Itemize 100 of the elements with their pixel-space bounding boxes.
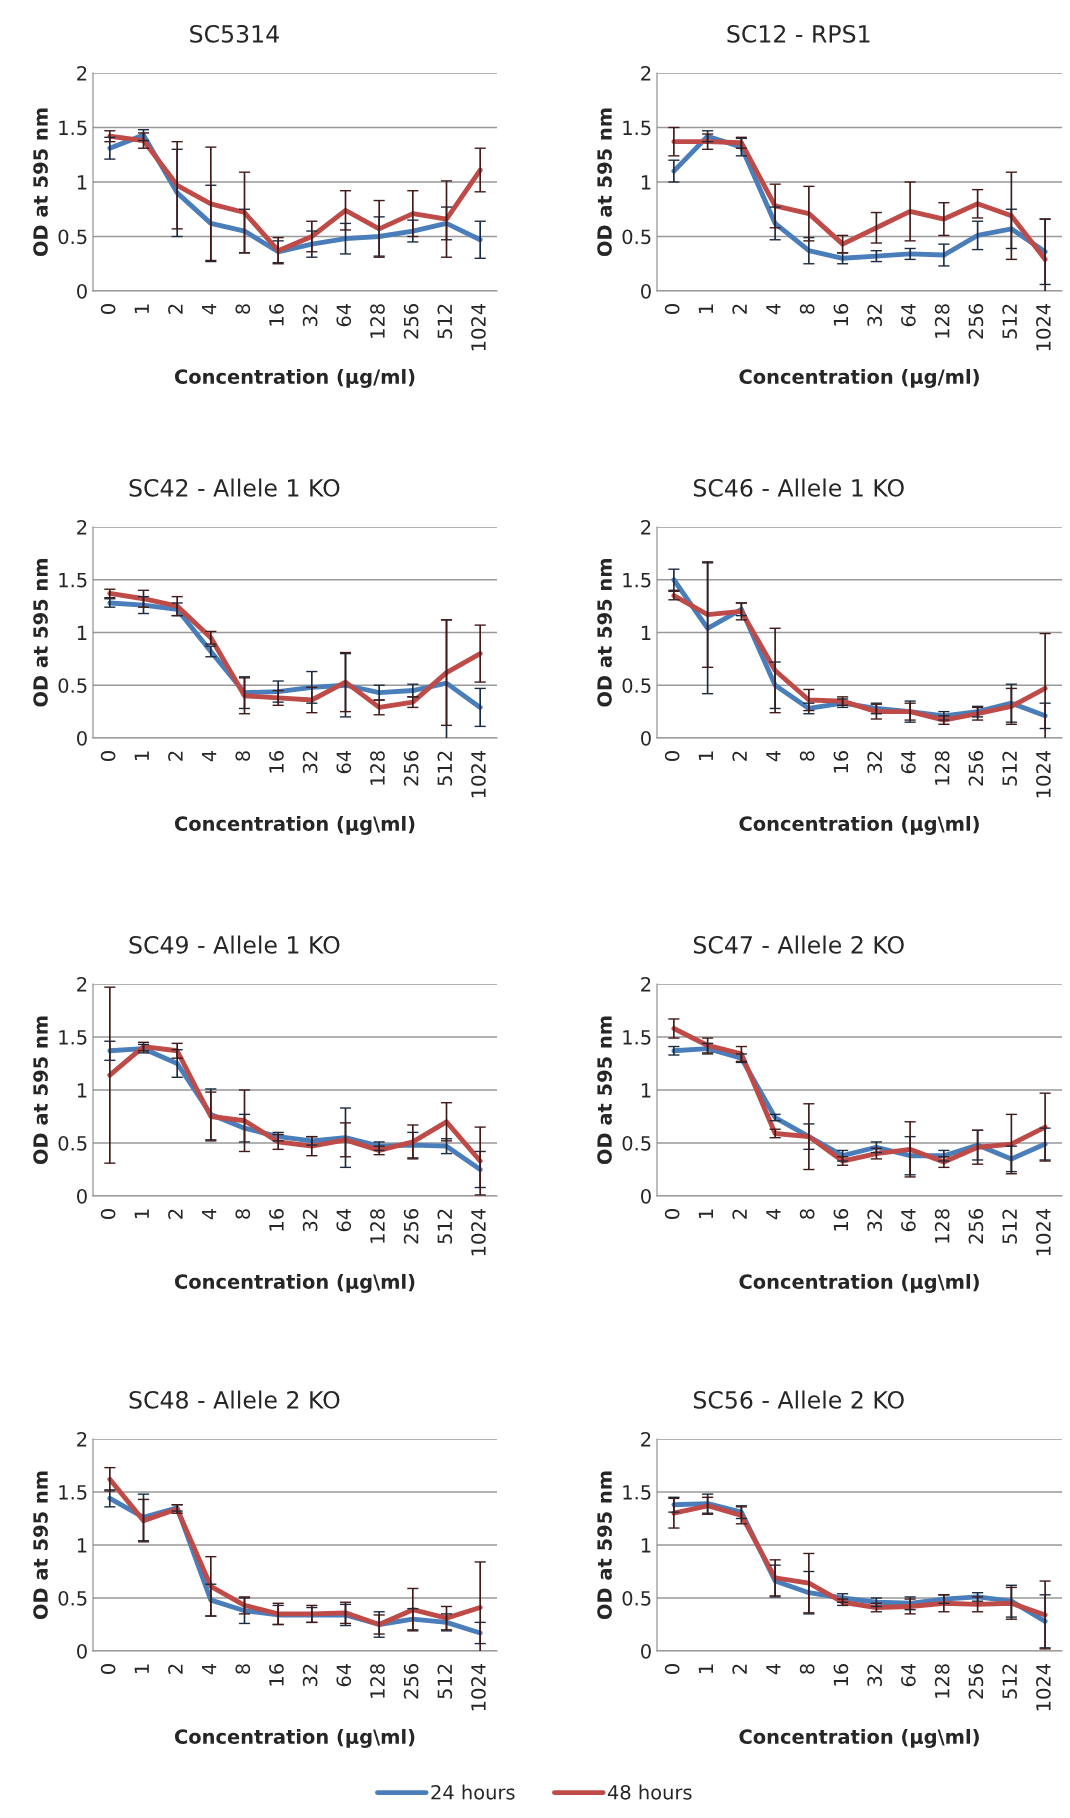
x-tick-label: 64 (336, 1208, 352, 1232)
y-tick-label: 1.5 (59, 572, 87, 588)
x-tick-label: 0 (100, 304, 116, 314)
x-tick-label: 64 (336, 750, 352, 774)
x-tick-label: 4 (202, 303, 217, 315)
x-tick-label: 256 (403, 304, 419, 339)
x-tick-label: 1024 (471, 1663, 486, 1711)
y-tick-label: 1.5 (59, 1485, 87, 1500)
x-tick-label: 1024 (1036, 1208, 1051, 1256)
x-tick-label: 2 (168, 1664, 183, 1674)
x-tick-label: 64 (336, 1663, 352, 1687)
x-tick-label: 2 (168, 1209, 183, 1219)
x-tick-label: 64 (901, 750, 916, 774)
x-tick-label: 16 (269, 304, 284, 326)
chart-title: SC42 - Allele 1 KO (129, 478, 340, 497)
x-tick-label: 256 (968, 1664, 984, 1699)
y-axis-title: OD at 595 nm (33, 1016, 48, 1165)
x-tick-label: 1 (134, 751, 149, 761)
y-tick-label: 0.5 (58, 1135, 87, 1151)
x-axis-title: Concentration (µg\ml) (174, 1273, 415, 1293)
x-tick-label: 64 (901, 303, 916, 327)
x-tick-label: 32 (302, 304, 318, 327)
y-tick-label: 0 (641, 1188, 651, 1204)
y-axis-title: OD at 595 nm (597, 108, 612, 257)
y-tick-label: 2 (641, 65, 651, 81)
x-tick-label: 128 (370, 1209, 385, 1243)
x-axis-title: Concentration (µg/ml) (739, 368, 979, 388)
x-tick-label: 2 (732, 1664, 747, 1674)
x-tick-label: 2 (732, 1209, 747, 1219)
y-tick-label: 1 (641, 625, 651, 640)
x-tick-label: 16 (269, 1664, 284, 1686)
x-tick-label: 16 (833, 1209, 849, 1231)
x-tick-label: 1024 (471, 303, 486, 351)
x-tick-label: 1024 (1036, 750, 1051, 798)
y-tick-label: 1 (77, 625, 87, 640)
x-tick-label: 512 (1002, 304, 1018, 339)
legend-label: 48 hours (607, 1784, 692, 1800)
x-tick-label: 64 (901, 1208, 916, 1232)
x-axis-title: Concentration (µg\ml) (739, 1728, 979, 1748)
y-tick-label: 2 (77, 1431, 87, 1447)
y-tick-label: 0 (641, 730, 651, 746)
y-tick-label: 2 (641, 976, 651, 992)
y-axis-title: OD at 595 nm (33, 108, 48, 257)
y-tick-label: 2 (77, 976, 87, 992)
x-tick-label: 4 (202, 750, 217, 762)
y-tick-label: 1 (641, 175, 651, 190)
x-tick-label: 8 (235, 304, 251, 314)
x-tick-label: 32 (867, 1664, 883, 1687)
x-tick-label: 512 (437, 1664, 453, 1699)
x-tick-label: 128 (934, 751, 950, 785)
y-tick-label: 0 (641, 283, 651, 299)
y-tick-label: 1.5 (623, 1030, 651, 1045)
y-tick-label: 1.5 (623, 1485, 651, 1500)
x-tick-label: 256 (403, 1209, 419, 1244)
x-tick-label: 32 (302, 751, 318, 774)
x-tick-label: 4 (766, 1208, 781, 1220)
x-tick-label: 256 (968, 751, 984, 786)
x-tick-label: 128 (370, 751, 385, 785)
x-tick-label: 32 (867, 304, 883, 327)
y-tick-label: 0 (77, 730, 87, 746)
chart-title: SC46 - Allele 1 KO (693, 478, 904, 497)
y-tick-label: 1 (641, 1538, 651, 1553)
chart-title: SC5314 (190, 24, 279, 43)
x-tick-label: 4 (766, 1663, 781, 1675)
y-axis-title: OD at 595 nm (597, 1471, 612, 1620)
x-tick-label: 8 (799, 304, 815, 314)
legend-label: 24 hours (431, 1784, 515, 1800)
x-tick-label: 1024 (1036, 1663, 1051, 1711)
y-tick-label: 1 (77, 175, 87, 190)
x-tick-label: 2 (732, 751, 747, 761)
y-tick-label: 0.5 (58, 1590, 87, 1606)
x-tick-label: 8 (235, 751, 251, 761)
x-tick-label: 4 (766, 750, 781, 762)
x-tick-label: 1024 (471, 1208, 486, 1256)
x-tick-label: 16 (833, 304, 849, 326)
x-tick-label: 256 (403, 1664, 419, 1699)
chart-title: SC49 - Allele 1 KO (129, 935, 340, 954)
y-tick-label: 2 (77, 519, 87, 535)
x-tick-label: 8 (799, 751, 815, 761)
x-tick-label: 0 (100, 1664, 116, 1674)
x-tick-label: 1 (134, 1664, 149, 1674)
x-tick-label: 256 (968, 1209, 984, 1244)
y-tick-label: 0.5 (58, 678, 87, 693)
x-tick-label: 8 (235, 1209, 251, 1219)
x-tick-label: 16 (269, 1209, 284, 1231)
x-tick-label: 0 (100, 1209, 116, 1219)
x-tick-label: 128 (370, 1664, 385, 1698)
x-tick-label: 32 (302, 1209, 318, 1232)
x-tick-label: 8 (235, 1664, 251, 1674)
x-tick-label: 0 (664, 1664, 680, 1674)
y-tick-label: 0.5 (622, 229, 651, 245)
y-tick-label: 0 (641, 1643, 651, 1659)
x-tick-label: 1 (134, 1209, 149, 1219)
y-tick-label: 0.5 (622, 1135, 651, 1151)
x-tick-label: 256 (968, 304, 984, 339)
chart-title: SC56 - Allele 2 KO (693, 1390, 904, 1409)
y-tick-label: 1.5 (623, 572, 651, 588)
x-tick-label: 4 (202, 1208, 217, 1220)
x-tick-label: 1 (698, 751, 713, 761)
chart-title: SC12 - RPS1 (727, 24, 870, 43)
